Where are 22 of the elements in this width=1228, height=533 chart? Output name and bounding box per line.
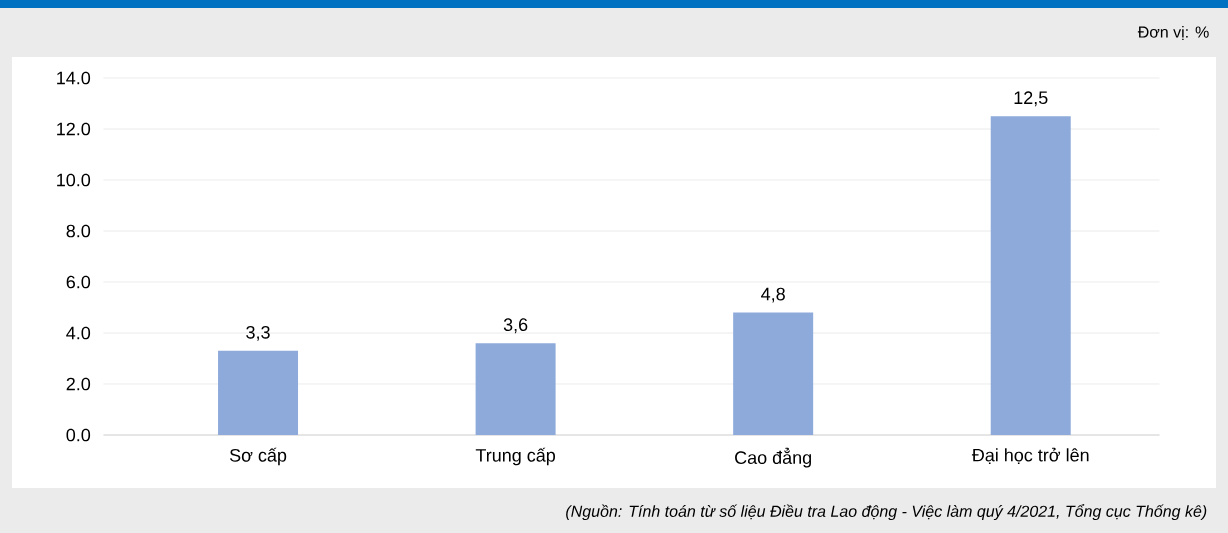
x-tick-label: Đại học trở lên bbox=[971, 447, 1089, 465]
x-tick-label: Trung cấp bbox=[475, 447, 556, 466]
x-tick-label: Cao đẳng bbox=[735, 447, 811, 468]
data-label: 3,3 bbox=[246, 325, 270, 341]
text: Đơn vị: % bbox=[1137, 26, 1209, 41]
bar bbox=[475, 343, 556, 435]
y-tick-label: 8.0 bbox=[66, 224, 91, 238]
y-tick-label: 14.0 bbox=[57, 71, 91, 85]
y-tick-label: 10.0 bbox=[57, 173, 91, 187]
bar bbox=[218, 350, 299, 435]
bar bbox=[990, 116, 1071, 435]
text: (Nguồn: Tính toán từ số liệu Điều tra Lao động - Việc làm quý 4/2021, Tổng cục Thống kê) bbox=[566, 503, 1207, 521]
x-tick-label: Sơ cấp bbox=[229, 447, 287, 466]
data-label: 12,5 bbox=[1014, 91, 1048, 107]
y-tick-label: 4.0 bbox=[66, 326, 91, 340]
y-tick-label: 0.0 bbox=[66, 428, 91, 442]
data-label: 3,6 bbox=[503, 318, 528, 334]
y-tick-label: 12.0 bbox=[57, 122, 91, 136]
y-tick-label: 2.0 bbox=[66, 377, 91, 391]
y-tick-label: 6.0 bbox=[66, 275, 91, 289]
bar bbox=[733, 312, 814, 435]
data-label: 4,8 bbox=[761, 287, 785, 303]
